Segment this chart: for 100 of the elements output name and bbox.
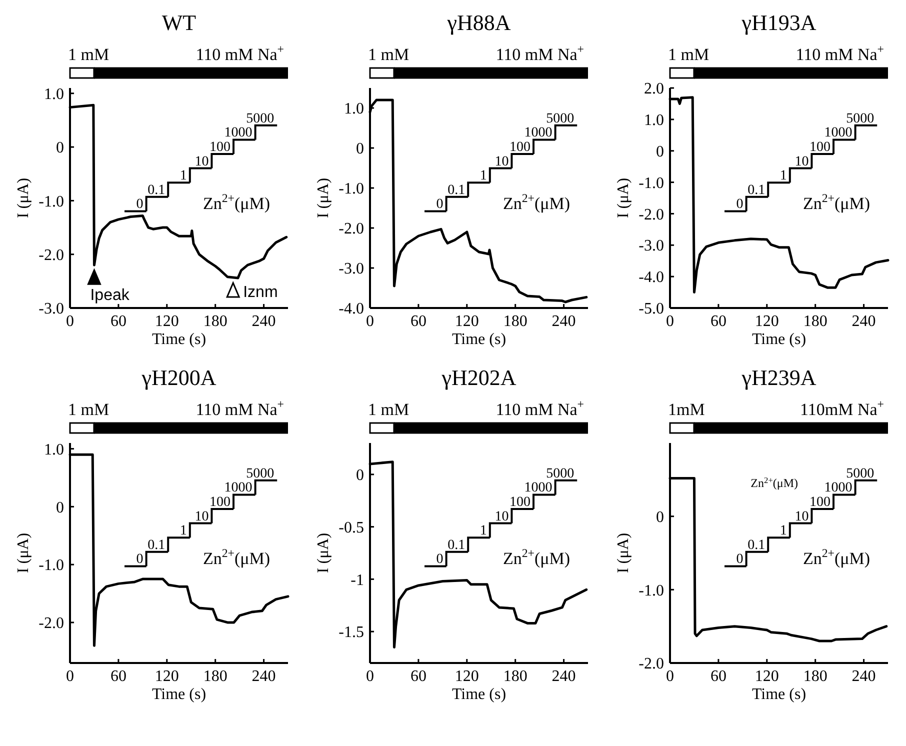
x-tick-label: 180: [203, 313, 228, 330]
y-axis-title: I (μA): [15, 532, 32, 574]
y-tick-label: 0: [356, 140, 364, 158]
text: 1 mM: [68, 400, 110, 419]
chart-title: γH239A: [740, 365, 816, 390]
annotation: 1000: [824, 480, 852, 496]
text: 110 mM Na$^{+}$: [196, 42, 284, 64]
x-axis-title: Time (s): [752, 686, 806, 703]
y-tick-label: 0: [656, 143, 664, 160]
annotation: 0: [136, 552, 144, 568]
x-tick-label: 180: [803, 668, 828, 685]
x-tick-label: 60: [710, 668, 726, 685]
annotation: 10: [794, 154, 809, 170]
annotation: 0.1: [748, 538, 766, 553]
y-tick-label: -2.0: [338, 220, 364, 238]
y-tick-label: 1.0: [44, 441, 64, 458]
x-tick-label: 60: [410, 313, 426, 330]
x-tick-label: 240: [252, 668, 276, 685]
annotation: 10: [794, 509, 809, 524]
x-axis-title: Time (s): [452, 686, 506, 703]
annotation: 1000: [524, 126, 552, 141]
y-tick-label: -4.0: [638, 269, 664, 286]
annotation: 100: [210, 140, 230, 155]
y-tick-label: -3.0: [338, 260, 364, 278]
annotation: Zn$^{2+}$(μM): [202, 191, 270, 214]
annotation: 1: [780, 168, 787, 184]
annotation: 1000: [824, 126, 852, 141]
x-axis-title: Time (s): [452, 331, 506, 348]
annotation: 0.1: [448, 182, 466, 198]
y-tick-label: 1.0: [644, 112, 664, 130]
x-tick-label: 240: [852, 668, 876, 685]
x-tick-label: 60: [710, 313, 726, 330]
x-tick-label: 120: [454, 313, 479, 330]
y-tick-label: -1.0: [338, 180, 364, 198]
annotation: 0.1: [748, 182, 766, 198]
annotation: Ipeak: [90, 287, 130, 304]
annotation: 10: [494, 509, 509, 524]
annotation: 0: [136, 197, 144, 212]
y-tick-label: -5.0: [638, 300, 664, 318]
annotation: 0: [436, 197, 444, 212]
x-tick-label: 60: [110, 668, 126, 685]
x-tick-label: 120: [754, 668, 779, 685]
annotation: 5000: [846, 466, 874, 482]
annotation: 0: [436, 552, 444, 568]
annotation: 1000: [224, 480, 252, 496]
y-axis-title: I (μA): [315, 532, 332, 574]
annotation: 100: [510, 495, 530, 510]
x-tick-label: 240: [852, 313, 876, 330]
annotation: Iznm: [243, 284, 278, 301]
y-tick-label: -2.0: [38, 246, 64, 264]
x-tick-label: 180: [203, 668, 228, 685]
text: 1mM: [668, 400, 705, 419]
x-axis-title: Time (s): [152, 331, 206, 348]
x-tick-label: 120: [754, 313, 779, 330]
y-tick-label: 2.0: [644, 80, 664, 98]
annotation: 10: [194, 509, 209, 524]
x-tick-label: 120: [154, 668, 179, 685]
annotation: 1: [480, 168, 487, 184]
text: 1 mM: [68, 45, 110, 64]
y-tick-label: 0: [56, 140, 64, 157]
x-axis-title: Time (s): [152, 686, 206, 703]
annotation: 0.1: [148, 182, 166, 198]
annotation: 1: [180, 524, 187, 539]
x-tick-label: 120: [454, 668, 479, 685]
annotation: 0.1: [448, 538, 466, 553]
y-axis-title: I (μA): [315, 178, 332, 218]
y-tick-label: -1.0: [638, 582, 664, 600]
annotation: Zn$^{2+}$(μM): [502, 191, 570, 214]
text: 110mM Na$^{+}$: [800, 397, 884, 419]
x-tick-label: 240: [552, 668, 576, 685]
annotation: 5000: [546, 111, 574, 126]
y-axis-title: I (μA): [615, 532, 632, 574]
x-tick-label: 120: [154, 313, 179, 330]
annotation: 100: [810, 495, 830, 510]
y-tick-label: 1.0: [344, 100, 364, 118]
annotation: Zn$^{2+}$(μM): [502, 546, 570, 568]
y-tick-label: -2.0: [638, 206, 664, 224]
annotation: 0.1: [148, 538, 166, 553]
x-axis-title: Time (s): [752, 331, 806, 348]
annotation: Zn$^{2+}$(μM): [202, 546, 270, 568]
annotation: 0: [736, 552, 744, 568]
annotation: 1000: [224, 126, 252, 141]
x-tick-label: 60: [110, 313, 126, 330]
x-tick-label: 180: [503, 668, 528, 685]
y-tick-label: -3.0: [638, 238, 664, 255]
x-tick-label: 180: [503, 313, 528, 330]
x-tick-label: 240: [552, 313, 576, 330]
annotation: 1: [480, 524, 487, 539]
annotation: 5000: [546, 466, 574, 482]
annotation: Zn$^{2+}$(μM): [802, 191, 870, 214]
annotation: Zn$^{2+}$(μM): [802, 546, 870, 568]
x-tick-label: 240: [252, 313, 276, 330]
y-tick-label: -2.0: [38, 615, 64, 632]
y-tick-label: -1.0: [38, 557, 64, 574]
chart-title: WT: [162, 10, 197, 35]
y-tick-label: -1.0: [38, 193, 64, 210]
chart-title: γH193A: [740, 10, 816, 35]
text: 110 mM Na$^{+}$: [796, 42, 884, 64]
text: 110 mM Na$^{+}$: [496, 397, 584, 419]
annotation: 10: [194, 154, 209, 170]
